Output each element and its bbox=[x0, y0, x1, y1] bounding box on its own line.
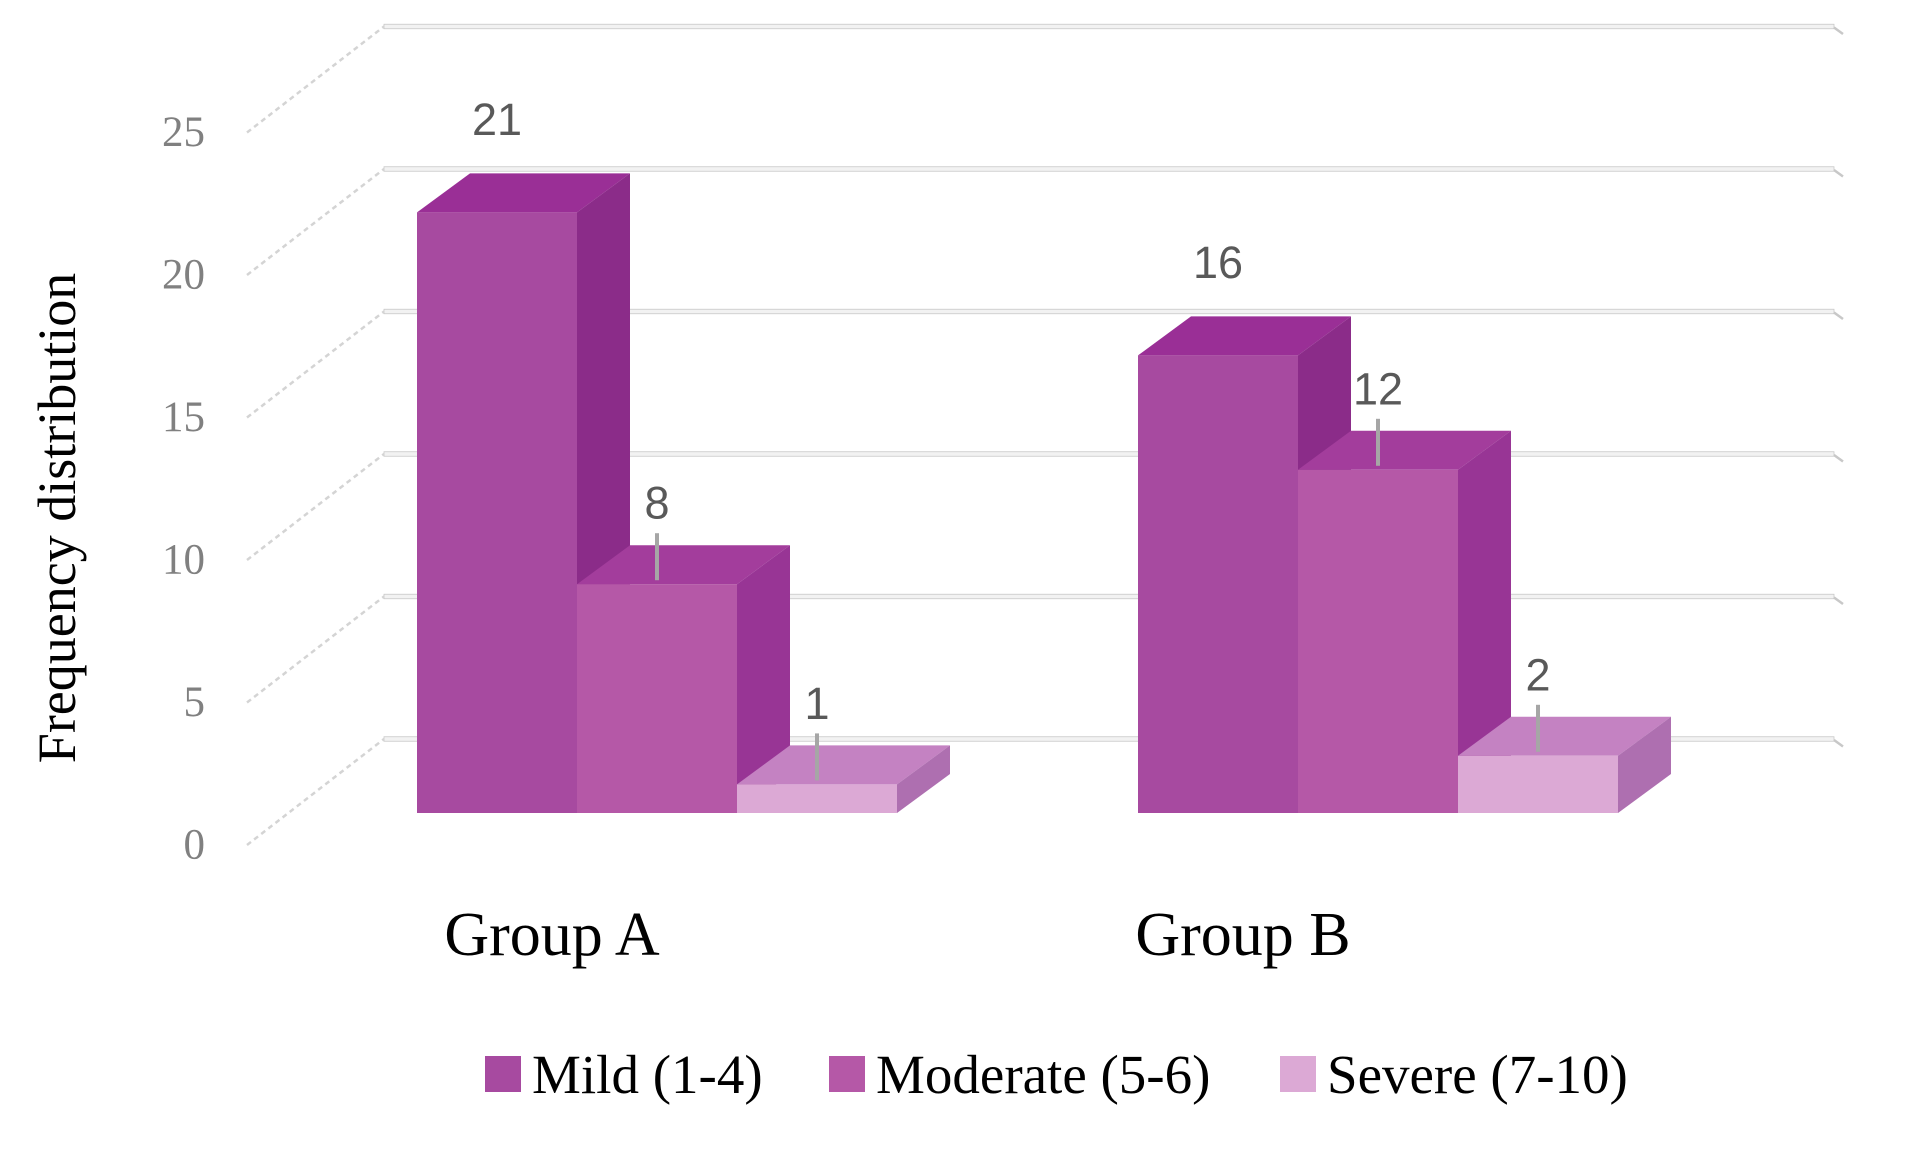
axis-depth-tick-15 bbox=[246, 310, 385, 419]
data-label-group-b-moderate-5-6: 12 bbox=[1353, 363, 1403, 414]
bar-side-face bbox=[1458, 430, 1511, 813]
data-label-group-b-mild-1-4: 16 bbox=[1193, 237, 1243, 288]
legend-item-mild: Mild (1-4) bbox=[485, 1044, 763, 1105]
gridline-10 bbox=[246, 451, 1844, 561]
bar-side-face bbox=[897, 745, 950, 813]
y-axis-title: Frequency distribution bbox=[27, 272, 87, 764]
bar-group-a-severe-7-10 bbox=[737, 745, 950, 813]
legend-label-moderate: Moderate (5-6) bbox=[876, 1043, 1211, 1105]
y-tick-label-5: 5 bbox=[184, 679, 206, 726]
bar-top-face bbox=[417, 173, 630, 213]
bar-front-face bbox=[1298, 469, 1458, 813]
legend-label-mild: Mild (1-4) bbox=[532, 1043, 763, 1105]
gridline-20 bbox=[246, 166, 1844, 276]
y-tick-label-25: 25 bbox=[162, 109, 205, 156]
y-tick-label-0: 0 bbox=[184, 822, 206, 869]
bar-top-face bbox=[1298, 430, 1511, 470]
gridline-15 bbox=[246, 308, 1844, 419]
axis-depth-tick-25 bbox=[246, 25, 385, 134]
axis-depth-tick-5 bbox=[246, 595, 385, 704]
x-axis-label-group-b: Group B bbox=[1135, 901, 1351, 969]
axis-depth-tick-20 bbox=[246, 168, 385, 276]
bar-top-face bbox=[1458, 716, 1671, 756]
bar-top-face bbox=[577, 545, 790, 585]
legend-item-moderate: Moderate (5-6) bbox=[829, 1044, 1210, 1105]
bar-side-face bbox=[737, 545, 790, 813]
bar-group-b-severe-7-10 bbox=[1458, 716, 1671, 813]
bar-front-face bbox=[1458, 755, 1618, 813]
data-label-group-b-severe-7-10: 2 bbox=[1525, 649, 1550, 700]
bar-front-face bbox=[1138, 355, 1298, 813]
data-label-group-a-severe-7-10: 1 bbox=[804, 678, 829, 729]
x-axis-label-group-a: Group A bbox=[444, 901, 660, 969]
data-label-group-a-mild-1-4: 21 bbox=[472, 94, 522, 145]
bar-front-face bbox=[417, 212, 577, 813]
bar-group-a-moderate-5-6 bbox=[577, 545, 790, 813]
legend-swatch-severe-icon bbox=[1280, 1056, 1316, 1092]
bar-group-b-moderate-5-6 bbox=[1298, 430, 1511, 813]
axis-depth-tick-10 bbox=[246, 453, 385, 561]
gridline-0 bbox=[246, 736, 1844, 846]
gridline-25 bbox=[246, 23, 1844, 134]
bar-front-face bbox=[577, 584, 737, 813]
bar-side-face bbox=[1618, 716, 1671, 813]
legend-swatch-mild-icon bbox=[485, 1056, 521, 1092]
legend-item-severe: Severe (7-10) bbox=[1280, 1044, 1628, 1105]
bar-top-face bbox=[1138, 316, 1351, 356]
legend-swatch-moderate-icon bbox=[829, 1056, 865, 1092]
legend-label-severe: Severe (7-10) bbox=[1327, 1043, 1628, 1105]
y-tick-label-20: 20 bbox=[162, 252, 205, 299]
y-tick-label-10: 10 bbox=[162, 537, 205, 584]
axis-depth-tick-0 bbox=[246, 738, 385, 846]
bar-front-face bbox=[737, 784, 897, 813]
data-label-group-a-moderate-5-6: 8 bbox=[644, 478, 669, 529]
gridline-5 bbox=[246, 593, 1844, 704]
y-tick-label-15: 15 bbox=[162, 394, 205, 441]
bar-top-face bbox=[737, 745, 950, 785]
